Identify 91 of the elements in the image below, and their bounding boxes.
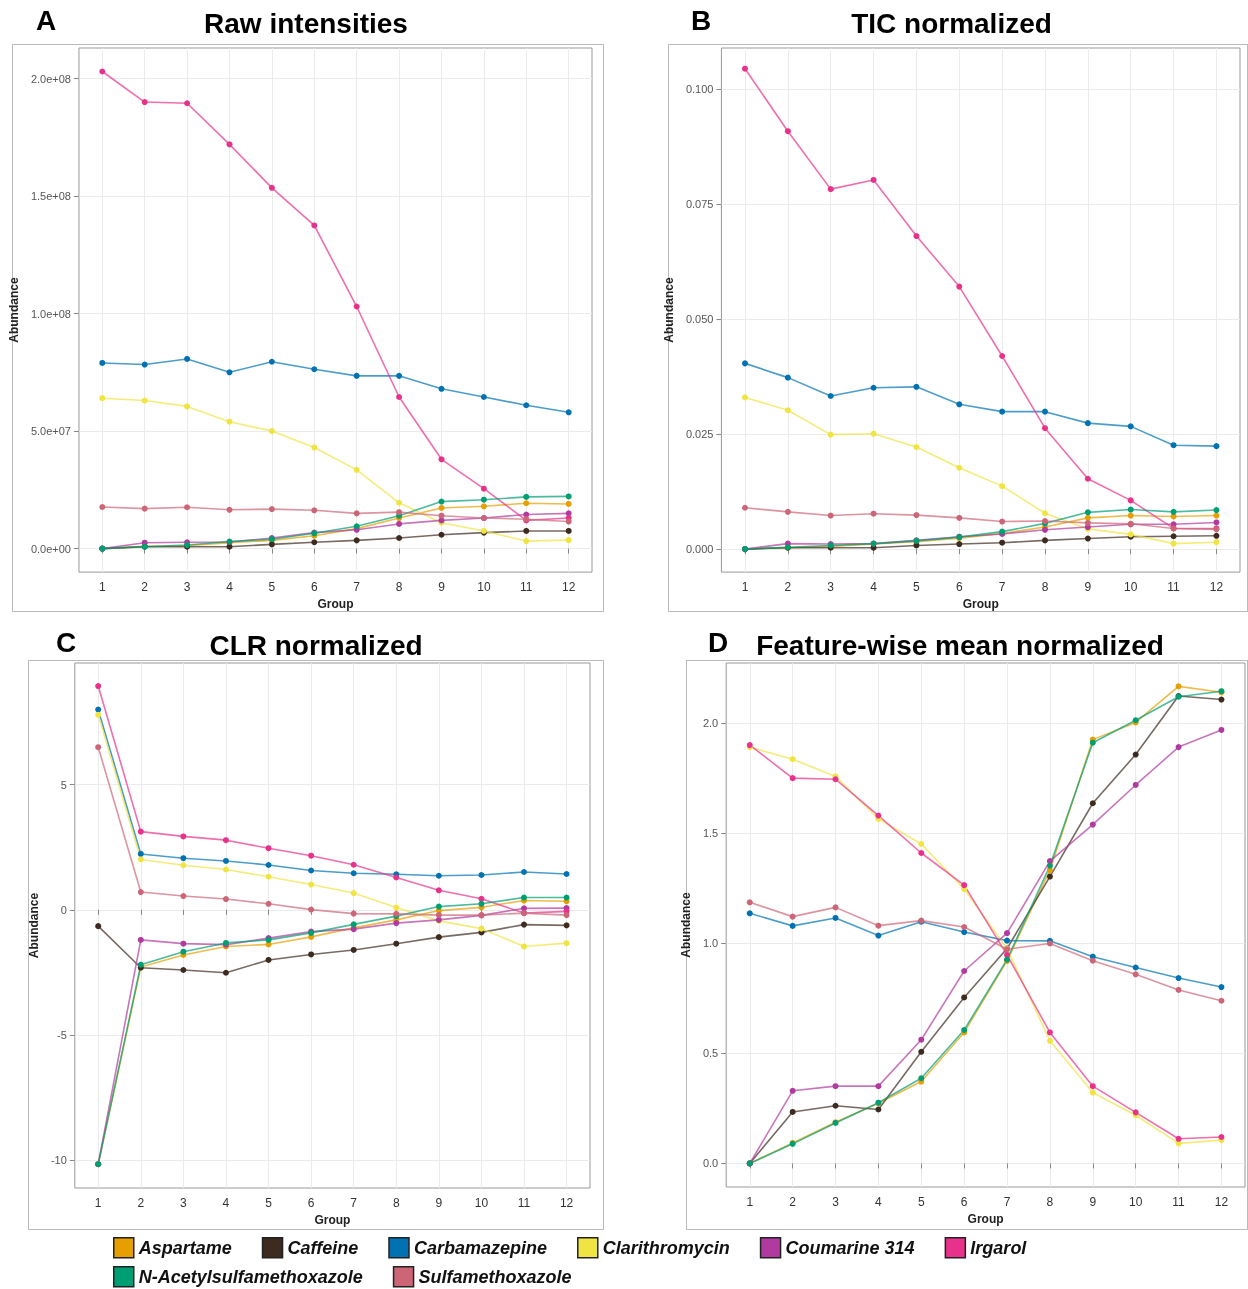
y-tick-label: 2.0 xyxy=(702,717,719,730)
chart-title: Raw intensities xyxy=(204,7,408,39)
x-tick-label: 3 xyxy=(827,580,835,595)
legend-label: Aspartame xyxy=(137,1237,232,1258)
legend-label: N-Acetylsulfamethoxazole xyxy=(138,1266,363,1287)
y-tick-label: 0.0e+00 xyxy=(30,542,71,555)
x-axis-title: Group xyxy=(314,1212,351,1227)
x-tick-label: 6 xyxy=(307,1196,315,1210)
y-tick-label: 5.0e+07 xyxy=(30,425,71,438)
x-tick-label: 1 xyxy=(98,580,106,595)
x-tick-label: 7 xyxy=(350,1196,358,1210)
x-tick-label: 11 xyxy=(1167,580,1181,595)
legend-label: Clarithromycin xyxy=(602,1237,730,1258)
x-tick-label: 4 xyxy=(226,580,234,595)
x-tick-label: 2 xyxy=(137,1196,145,1210)
x-axis-title: Group xyxy=(317,597,354,611)
legend-label: Irgarol xyxy=(970,1237,1028,1258)
text: D xyxy=(708,626,729,658)
y-tick-label: 0.050 xyxy=(685,313,714,326)
x-tick-label: 11 xyxy=(1172,1195,1186,1209)
x-tick-label: 7 xyxy=(353,580,361,595)
x-tick-label: 12 xyxy=(562,580,576,595)
text: C xyxy=(56,626,77,658)
x-tick-label: 8 xyxy=(1041,580,1049,595)
y-axis-title: Abundance xyxy=(27,892,41,959)
x-axis-title: Group xyxy=(962,597,999,611)
x-tick-label: 4 xyxy=(875,1195,883,1209)
x-tick-label: 2 xyxy=(784,580,792,595)
legend-label: Coumarine 314 xyxy=(785,1237,915,1258)
x-tick-label: 10 xyxy=(1124,580,1138,595)
y-tick-label: 0.025 xyxy=(685,428,714,441)
x-tick-label: 5 xyxy=(265,1196,273,1210)
x-tick-label: 10 xyxy=(477,580,491,595)
text: A xyxy=(36,4,57,36)
y-tick-label: 0.0 xyxy=(702,1157,719,1170)
y-tick-label: 0 xyxy=(60,903,67,916)
y-tick-label: 0.000 xyxy=(685,543,714,556)
x-tick-label: 1 xyxy=(746,1195,754,1209)
x-tick-label: 2 xyxy=(789,1195,797,1209)
x-tick-label: 12 xyxy=(1214,1195,1229,1209)
x-tick-label: 5 xyxy=(268,580,276,595)
chart-title: CLR normalized xyxy=(209,629,423,661)
legend-label: Sulfamethoxazole xyxy=(418,1266,572,1287)
y-tick-label: 1.0 xyxy=(702,937,719,950)
x-tick-label: 9 xyxy=(435,1196,443,1210)
y-tick-label: -10 xyxy=(50,1154,67,1167)
x-tick-label: 6 xyxy=(955,580,963,595)
y-tick-label: 0.100 xyxy=(685,83,714,96)
x-tick-label: 9 xyxy=(1089,1195,1097,1209)
x-tick-label: 12 xyxy=(559,1196,574,1210)
x-tick-label: 12 xyxy=(1209,580,1224,595)
chart-title: TIC normalized xyxy=(851,7,1052,39)
x-tick-label: 3 xyxy=(183,580,191,595)
x-axis-title: Group xyxy=(967,1211,1004,1226)
y-tick-label: 1.0e+08 xyxy=(30,307,71,320)
y-tick-label: 0.5 xyxy=(702,1047,719,1060)
x-tick-label: 4 xyxy=(870,580,878,595)
y-tick-label: 0.075 xyxy=(685,198,714,211)
x-tick-label: 7 xyxy=(1003,1195,1011,1209)
y-tick-label: 5 xyxy=(60,778,67,791)
x-tick-label: 5 xyxy=(917,1195,925,1209)
x-tick-label: 3 xyxy=(180,1196,188,1210)
x-tick-label: 10 xyxy=(474,1196,489,1210)
x-tick-label: 10 xyxy=(1128,1195,1143,1209)
y-tick-label: 1.5 xyxy=(702,827,719,840)
x-tick-label: 9 xyxy=(1084,580,1092,595)
x-tick-label: 7 xyxy=(998,580,1006,595)
x-tick-label: 6 xyxy=(310,580,318,595)
x-tick-label: 3 xyxy=(832,1195,840,1209)
x-tick-label: 5 xyxy=(913,580,921,595)
y-axis-title: Abundance xyxy=(679,892,693,958)
x-tick-label: 9 xyxy=(438,580,446,595)
y-tick-label: 2.0e+08 xyxy=(30,72,71,85)
y-axis-title: Abundance xyxy=(7,277,21,343)
x-tick-label: 11 xyxy=(520,580,533,595)
y-axis-title: Abundance xyxy=(662,277,676,343)
x-tick-label: 2 xyxy=(141,580,149,595)
y-tick-label: 1.5e+08 xyxy=(30,190,71,203)
x-tick-label: 1 xyxy=(741,580,749,595)
chart-title: Feature-wise mean normalized xyxy=(756,629,1164,661)
x-tick-label: 6 xyxy=(960,1195,968,1209)
x-tick-label: 11 xyxy=(517,1196,531,1210)
x-tick-label: 8 xyxy=(392,1196,400,1210)
y-tick-label: -5 xyxy=(57,1029,67,1042)
legend-label: Carbamazepine xyxy=(413,1237,548,1258)
text: B xyxy=(691,4,712,36)
legend-label: Caffeine xyxy=(287,1237,359,1258)
x-tick-label: 4 xyxy=(222,1196,230,1210)
x-tick-label: 8 xyxy=(395,580,403,595)
x-tick-label: 8 xyxy=(1046,1195,1054,1209)
x-tick-label: 1 xyxy=(94,1196,102,1210)
